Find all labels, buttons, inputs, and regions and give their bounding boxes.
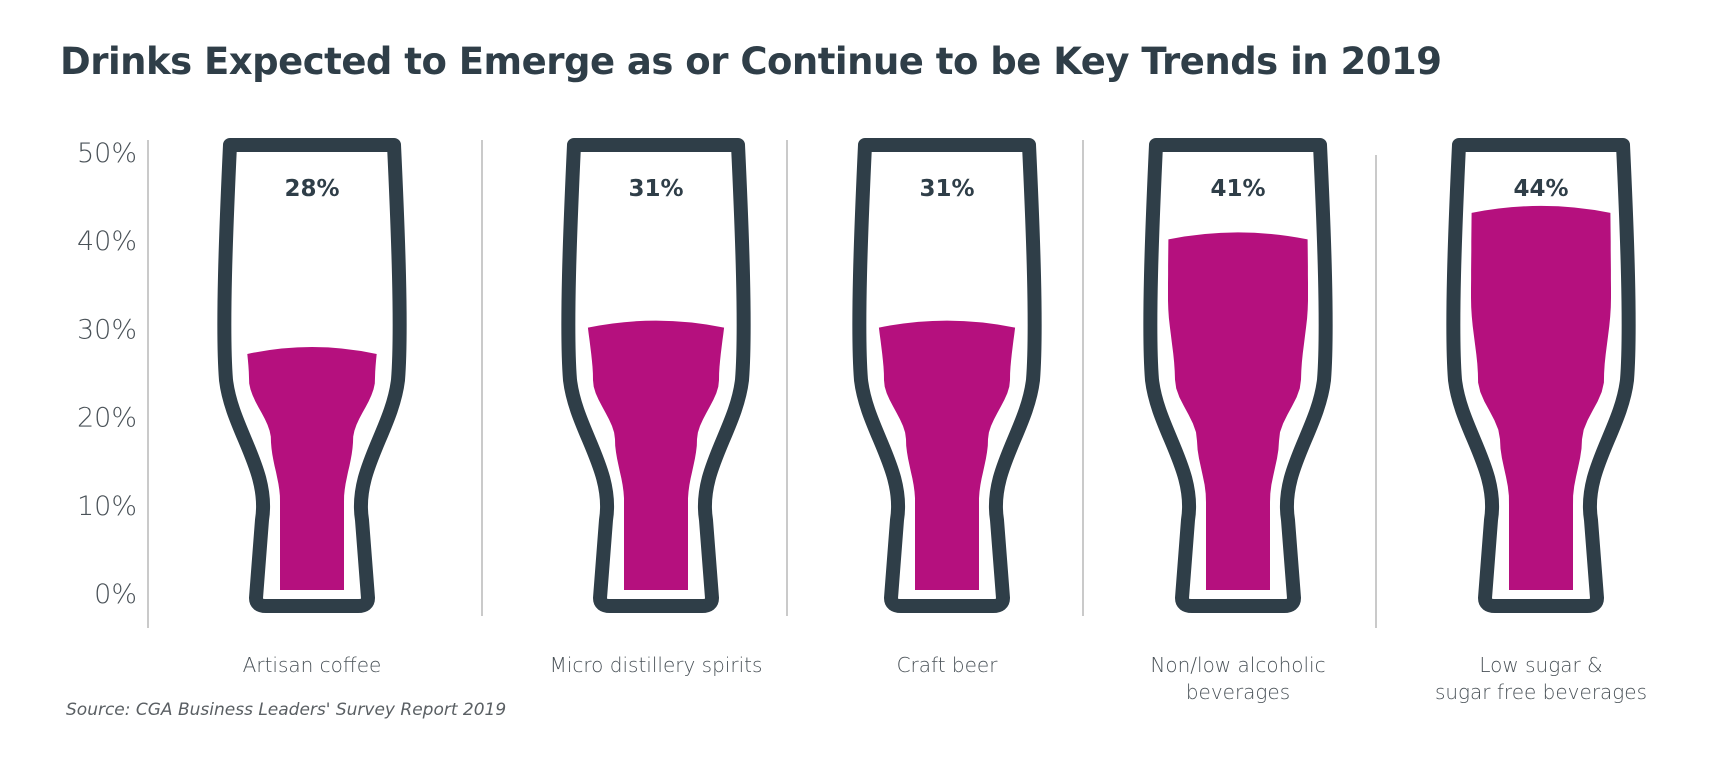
chart-title: Drinks Expected to Emerge as or Continue… xyxy=(60,40,1442,83)
dividers xyxy=(147,140,1377,628)
x-axis-labels: Artisan coffee Micro distillery spirits Cr… xyxy=(243,653,1647,704)
data-label: 31% xyxy=(919,176,974,202)
y-axis: 0% 10% 20% 30% 40% 50% xyxy=(77,138,137,610)
glass-fill xyxy=(1168,232,1308,590)
data-label: 44% xyxy=(1513,176,1568,202)
glass-fill xyxy=(247,347,377,590)
y-tick-label: 40% xyxy=(77,226,137,257)
y-tick-label: 50% xyxy=(77,138,137,169)
data-label: 31% xyxy=(628,176,683,202)
category-label: Micro distillery spirits xyxy=(550,653,763,677)
glasses: 28% 31% 31% 41% 44% xyxy=(217,138,1636,613)
glass-bar: 31% xyxy=(561,138,751,613)
category-label: Low sugar & xyxy=(1479,653,1602,677)
category-label: Craft beer xyxy=(897,653,999,677)
category-label: Artisan coffee xyxy=(243,653,382,677)
glass-fill xyxy=(1471,205,1611,590)
category-label: beverages xyxy=(1186,680,1290,704)
glass-bar: 44% xyxy=(1446,138,1636,613)
data-label: 28% xyxy=(284,176,339,202)
y-tick-label: 0% xyxy=(94,579,137,610)
category-label: sugar free beverages xyxy=(1435,680,1647,704)
y-tick-label: 10% xyxy=(77,491,137,522)
glass-bar: 41% xyxy=(1143,138,1333,613)
y-tick-label: 20% xyxy=(77,403,137,434)
y-tick-label: 30% xyxy=(77,314,137,345)
glass-bar: 31% xyxy=(852,138,1042,613)
glass-fill xyxy=(878,320,1016,590)
category-label: Non/low alcoholic xyxy=(1150,653,1325,677)
source-note: Source: CGA Business Leaders' Survey Rep… xyxy=(66,700,507,720)
glass-fill xyxy=(587,320,725,590)
glass-bar: 28% xyxy=(217,138,407,613)
data-label: 41% xyxy=(1210,176,1265,202)
